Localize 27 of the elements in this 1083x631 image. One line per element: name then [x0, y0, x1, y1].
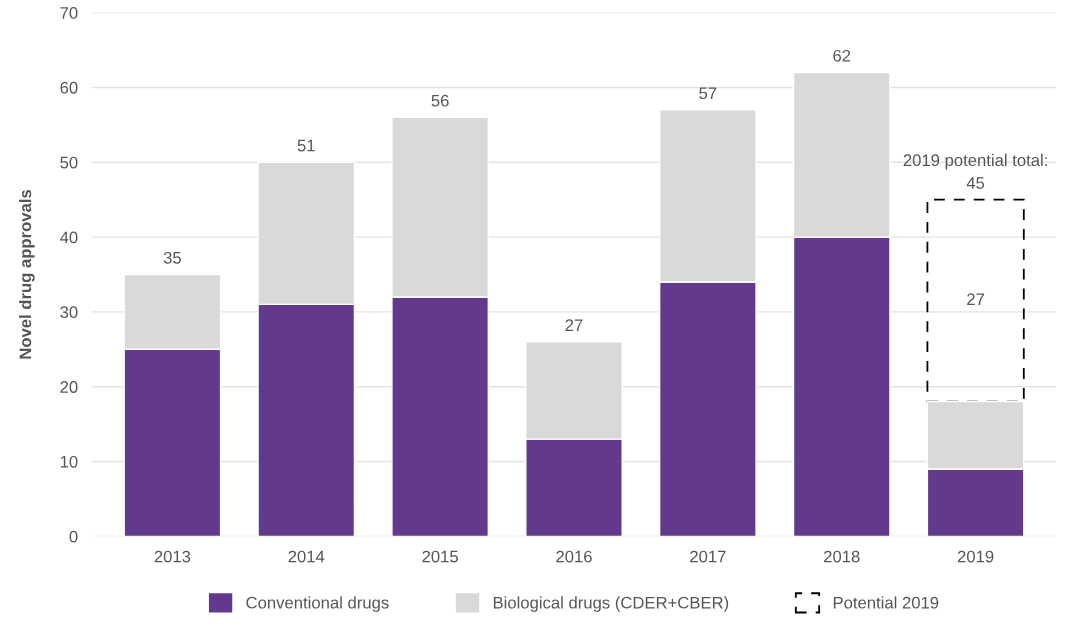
y-tick-label: 60 [60, 81, 78, 94]
y-tick-label: 50 [60, 156, 78, 169]
x-tick-label: 2013 [154, 550, 191, 563]
y-tick-label: 40 [60, 231, 78, 244]
x-tick-label: 2019 [957, 550, 994, 563]
legend-label: Biological drugs (CDER+CBER) [493, 596, 729, 612]
y-tick-label: 30 [60, 306, 78, 319]
data-label: 27 [967, 293, 985, 305]
legend-label: Conventional drugs [246, 596, 389, 612]
x-tick-label: 2017 [690, 550, 726, 563]
x-tick-label: 2015 [422, 550, 458, 563]
y-tick-label: 0 [69, 530, 78, 543]
total-label: 62 [833, 49, 851, 62]
x-tick-label: 2016 [556, 550, 592, 563]
y-tick-label: 20 [60, 381, 78, 393]
total-label: 27 [565, 319, 583, 331]
total-label: 51 [297, 139, 315, 152]
legend-label: Potential 2019 [833, 596, 939, 609]
total-label: 2019 potential total: 45 [903, 153, 1047, 189]
x-tick-label: 2014 [288, 550, 325, 563]
y-tick-label: 10 [60, 455, 78, 468]
y-tick-label: 70 [60, 7, 78, 19]
x-tick-label: 2018 [824, 550, 860, 563]
total-label: 56 [431, 94, 449, 107]
total-label: 35 [163, 251, 181, 264]
total-label: 57 [699, 87, 717, 100]
y-axis-title: Novel drug approvals [19, 189, 35, 359]
